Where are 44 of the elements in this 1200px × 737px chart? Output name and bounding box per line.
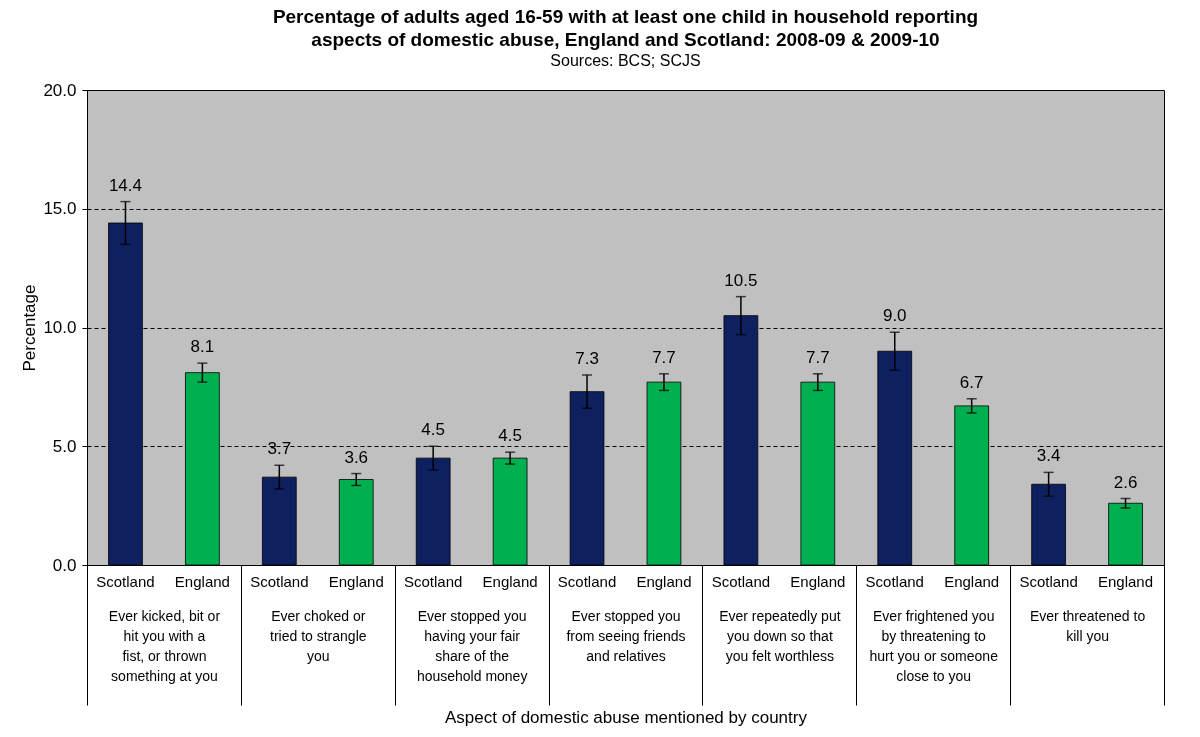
data-label: 3.6 — [344, 447, 369, 467]
text: Scotland — [711, 573, 771, 590]
data-label: 7.7 — [806, 347, 830, 367]
data-label: 3.7 — [267, 439, 292, 459]
text: England — [328, 573, 384, 590]
x-tick-label: Ever frightened you by threatening to hurt you or someone close to you — [869, 607, 999, 684]
text: England — [636, 573, 692, 590]
data-label: 8.1 — [190, 337, 215, 357]
data-label: 9.0 — [882, 306, 907, 326]
text: England — [790, 573, 846, 590]
y-tick-label: 0.0 — [52, 555, 77, 575]
data-label: 14.4 — [108, 175, 143, 195]
x-tick-label: Ever stopped you from seeing friends and relatives — [566, 607, 686, 664]
data-label: 7.3 — [575, 349, 599, 368]
series-label: England — [174, 573, 230, 590]
x-tick-label: Ever kicked, bit or hit you with a fist, or thrown something at you — [108, 607, 221, 684]
text: Scotland — [403, 573, 463, 590]
data-label: 2.6 — [1113, 472, 1138, 492]
y-tick-label: 15.0 — [43, 199, 77, 219]
y-tick-label: 10.0 — [43, 318, 77, 337]
data-label: 6.7 — [959, 372, 984, 392]
x-tick-label: Ever repeatedly put you down so that you felt worthless — [719, 607, 841, 664]
y-axis-title: Percentage — [20, 284, 40, 372]
text: England — [944, 573, 1000, 590]
x-tick-label: Ever stopped you having your fair share of the household money — [416, 607, 528, 684]
x-tick-label: Ever threatened to kill you — [1029, 607, 1146, 644]
chart-subtitle: Sources: BCS; SCJS — [550, 52, 701, 69]
data-label: 7.7 — [652, 347, 676, 367]
text: Scotland — [1019, 573, 1078, 590]
chart-title: Percentage of adults aged 16-59 with at least one child in household reporting aspects of domestic abuse, England and Scotland: 2008-09 & 2009-10 — [272, 6, 979, 50]
series-label: Scotland — [250, 573, 309, 590]
text: Scotland — [865, 573, 924, 590]
data-label: 10.5 — [724, 270, 758, 290]
y-tick-label: 5.0 — [52, 436, 77, 456]
data-label: 3.4 — [1036, 446, 1061, 466]
text: Scotland — [557, 573, 617, 590]
data-label: 4.5 — [498, 426, 522, 446]
data-label: 4.5 — [421, 420, 445, 440]
x-axis-title: Aspect of domestic abuse mentioned by country — [445, 708, 808, 727]
text: Scotland — [96, 573, 155, 590]
x-tick-label: Ever choked or tried to strangle you — [270, 607, 367, 664]
text: England — [1098, 573, 1154, 590]
y-tick-label: 20.0 — [43, 80, 77, 100]
text: England — [482, 573, 538, 590]
